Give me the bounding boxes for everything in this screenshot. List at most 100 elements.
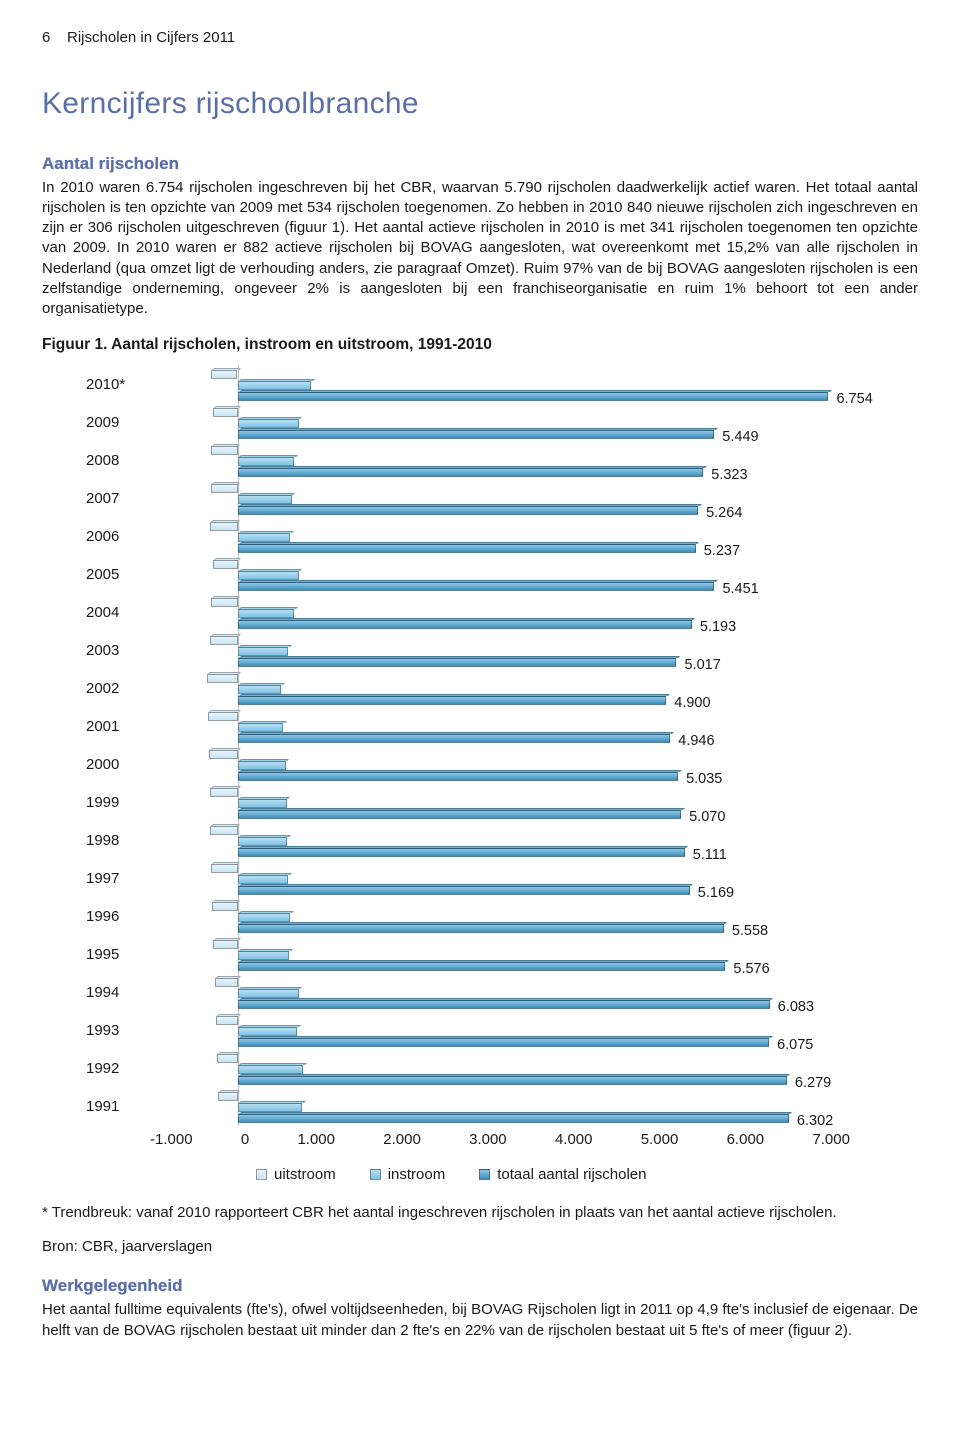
chart-row: 20024.900 <box>86 670 918 708</box>
page-number: 6 <box>42 29 50 46</box>
bar-in <box>238 419 299 428</box>
bar-totaal <box>238 468 704 477</box>
bar-in <box>238 685 282 694</box>
chart-row: 19995.070 <box>86 784 918 822</box>
bar-uit <box>216 1016 238 1025</box>
x-tick: 0 <box>241 1130 249 1150</box>
bar-totaal <box>238 962 726 971</box>
chart-row: 20014.946 <box>86 708 918 746</box>
bar-in <box>238 989 299 998</box>
chart-row: 20005.035 <box>86 746 918 784</box>
bar-uit <box>210 522 237 531</box>
bar-totaal <box>238 430 715 439</box>
bar-in <box>238 1103 303 1112</box>
year-label: 1998 <box>86 831 150 851</box>
bar-uit <box>218 1092 237 1101</box>
bar-in <box>238 381 312 390</box>
x-tick: 7.000 <box>812 1130 850 1150</box>
x-tick: 4.000 <box>555 1130 593 1150</box>
bar-totaal <box>238 696 667 705</box>
year-label: 1995 <box>86 945 150 965</box>
bar-in <box>238 799 287 808</box>
section-title: Kerncijfers rijschoolbranche <box>42 84 918 125</box>
bar-in <box>238 571 299 580</box>
year-label: 1993 <box>86 1021 150 1041</box>
bar-uit <box>217 1054 237 1063</box>
bar-in <box>238 495 292 504</box>
chart-row: 20085.323 <box>86 442 918 480</box>
chart-row: 19916.302 <box>86 1088 918 1126</box>
bar-uit <box>215 978 238 987</box>
year-label: 2004 <box>86 603 150 623</box>
year-label: 2010* <box>86 375 150 395</box>
legend-item-totaal: totaal aantal rijscholen <box>479 1165 646 1185</box>
chart-row: 19926.279 <box>86 1050 918 1088</box>
chart-row: 20095.449 <box>86 404 918 442</box>
bar-uit <box>208 712 238 721</box>
bar-uit <box>213 560 238 569</box>
year-label: 1999 <box>86 793 150 813</box>
bar-uit <box>211 864 237 873</box>
heading-werkgelegenheid: Werkgelegenheid <box>42 1275 918 1298</box>
bar-in <box>238 647 289 656</box>
bar-totaal <box>238 1038 770 1047</box>
year-label: 2008 <box>86 451 150 471</box>
heading-aantal-rijscholen: Aantal rijscholen <box>42 153 918 176</box>
x-tick: -1.000 <box>150 1130 193 1150</box>
bar-uit <box>211 446 237 455</box>
bar-totaal <box>238 392 829 401</box>
chart-row: 20075.264 <box>86 480 918 518</box>
year-label: 2006 <box>86 527 150 547</box>
bar-totaal <box>238 620 692 629</box>
paragraph-aantal: In 2010 waren 6.754 rijscholen ingeschre… <box>42 178 918 320</box>
bar-totaal <box>238 772 679 781</box>
chart-row: 19985.111 <box>86 822 918 860</box>
chart-row: 19955.576 <box>86 936 918 974</box>
year-label: 2005 <box>86 565 150 585</box>
year-label: 2003 <box>86 641 150 661</box>
year-label: 1997 <box>86 869 150 889</box>
bar-in <box>238 875 289 884</box>
chart-row: 19965.558 <box>86 898 918 936</box>
year-label: 2000 <box>86 755 150 775</box>
bar-uit <box>211 370 238 379</box>
year-label: 2009 <box>86 413 150 433</box>
bar-in <box>238 1065 304 1074</box>
figure1-caption: Figuur 1. Aantal rijscholen, instroom en… <box>42 335 918 356</box>
legend-item-instroom: instroom <box>370 1165 446 1185</box>
bar-uit <box>210 788 238 797</box>
year-label: 2007 <box>86 489 150 509</box>
bar-in <box>238 761 286 770</box>
bar-totaal <box>238 734 671 743</box>
bar-in <box>238 1027 298 1036</box>
year-label: 1992 <box>86 1059 150 1079</box>
bar-uit <box>211 484 237 493</box>
bar-totaal <box>238 1114 789 1123</box>
page-header: 6 Rijscholen in Cijfers 2011 <box>42 28 918 48</box>
chart-row: 2010*6.754 <box>86 366 918 404</box>
bar-in <box>238 457 295 466</box>
year-label: 1996 <box>86 907 150 927</box>
chart-row: 20035.017 <box>86 632 918 670</box>
bar-uit <box>212 902 237 911</box>
bar-uit <box>209 750 238 759</box>
legend-item-uitstroom: uitstroom <box>256 1165 336 1185</box>
chart-legend: uitstroom instroom totaal aantal rijscho… <box>256 1165 918 1185</box>
bar-uit <box>207 674 238 683</box>
bar-totaal <box>238 886 690 895</box>
year-label: 2002 <box>86 679 150 699</box>
bar-in <box>238 609 295 618</box>
bar-totaal <box>238 506 699 515</box>
bar-totaal <box>238 848 685 857</box>
bar-in <box>238 913 291 922</box>
chart-row: 20045.193 <box>86 594 918 632</box>
x-tick: 2.000 <box>383 1130 421 1150</box>
doc-title: Rijscholen in Cijfers 2011 <box>67 29 235 46</box>
x-tick: 1.000 <box>297 1130 335 1150</box>
paragraph-werkgelegenheid: Het aantal fulltime equivalents (fte's),… <box>42 1300 918 1341</box>
bar-value-label: 6.302 <box>797 1112 833 1132</box>
chart-row: 19975.169 <box>86 860 918 898</box>
chart-row: 20055.451 <box>86 556 918 594</box>
bar-totaal <box>238 924 724 933</box>
figure1-chart: 2010*6.75420095.44920085.32320075.264200… <box>86 366 918 1185</box>
